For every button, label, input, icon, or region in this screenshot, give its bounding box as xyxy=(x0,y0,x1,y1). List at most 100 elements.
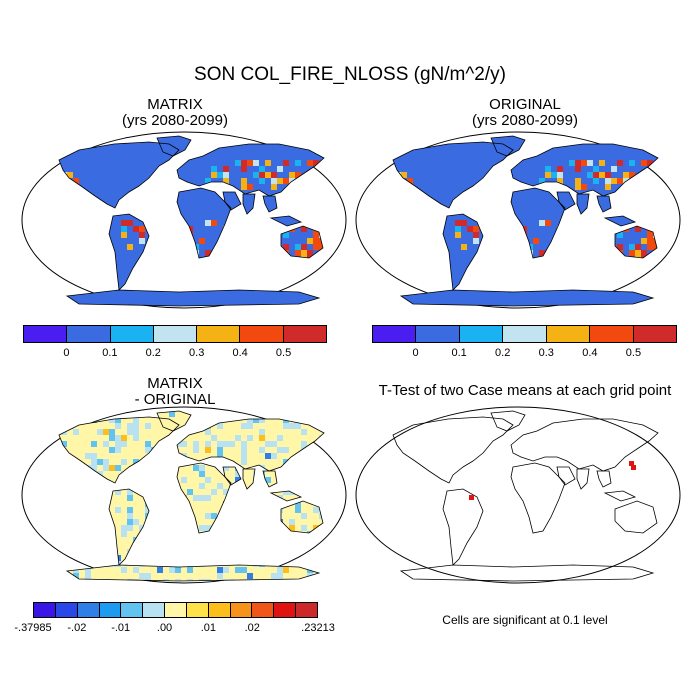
grid-cell xyxy=(19,561,25,567)
grid-cell xyxy=(211,172,217,178)
grid-cell xyxy=(277,447,283,453)
colorbar-difference-tick-label: .00 xyxy=(156,622,173,634)
grid-cell xyxy=(259,178,265,184)
coastline-northAmerica xyxy=(392,141,514,209)
grid-cell xyxy=(241,447,247,453)
grid-cell xyxy=(235,477,241,483)
coastline-seAsia xyxy=(262,195,278,213)
grid-cell xyxy=(247,160,253,166)
grid-cell xyxy=(241,166,247,172)
grid-cell xyxy=(121,459,127,465)
coastline-australia xyxy=(280,225,324,259)
grid-cell xyxy=(253,160,259,166)
grid-cell xyxy=(283,567,289,573)
grid-cell xyxy=(551,172,557,178)
coastline-southAmerica xyxy=(108,488,150,566)
grid-cell xyxy=(73,405,79,411)
colorbar-difference-tick-label: .01 xyxy=(200,622,217,634)
grid-cell xyxy=(121,531,127,537)
grid-cell xyxy=(73,417,79,423)
grid-cell xyxy=(217,567,223,573)
grid-cell xyxy=(265,405,271,411)
grid-cell xyxy=(61,441,67,447)
grid-cell xyxy=(43,567,49,573)
grid-cell xyxy=(313,417,319,423)
coastline-antarctica xyxy=(65,564,321,582)
significant-cell xyxy=(469,495,474,500)
colorbar-difference-swatch xyxy=(230,603,253,617)
grid-cell xyxy=(283,244,289,250)
grid-cell xyxy=(635,250,641,256)
grid-cell xyxy=(127,519,133,525)
grid-cell xyxy=(193,495,199,501)
grid-cell xyxy=(217,441,223,447)
grid-cell xyxy=(25,561,31,567)
colorbar-matrix-tick-label: 0.3 xyxy=(189,347,205,359)
colorbar-original-tick-label: 0.4 xyxy=(582,347,598,359)
grid-cell xyxy=(121,226,127,232)
significant-cell xyxy=(631,465,636,470)
grid-cell xyxy=(103,459,109,465)
grid-cell xyxy=(127,489,133,495)
grid-cell xyxy=(241,423,247,429)
grid-cell xyxy=(97,459,103,465)
grid-cell xyxy=(31,429,37,435)
coastline-africa xyxy=(176,462,232,534)
grid-cell xyxy=(617,244,623,250)
colorbar-matrix-swatch xyxy=(153,326,198,342)
colorbar-matrix xyxy=(23,325,327,343)
coastline-india xyxy=(242,193,256,215)
coastline-greenland xyxy=(156,135,192,157)
grid-cell xyxy=(91,441,97,447)
grid-cell xyxy=(587,172,593,178)
grid-cell xyxy=(319,543,324,549)
grid-cell xyxy=(593,172,599,178)
grid-cell xyxy=(217,447,223,453)
grid-cell xyxy=(461,244,467,250)
grid-cell xyxy=(43,411,49,417)
panel-title-original-line1: ORIGINAL xyxy=(489,96,561,113)
grid-cell xyxy=(319,423,324,429)
grid-cell xyxy=(473,226,479,232)
grid-cell xyxy=(187,567,193,573)
grid-cell xyxy=(307,160,313,166)
grid-cell xyxy=(127,244,133,250)
grid-cell xyxy=(277,178,283,184)
grid-cell xyxy=(325,423,331,429)
grid-cell xyxy=(223,441,229,447)
grid-cell xyxy=(217,483,223,489)
grid-cell xyxy=(653,244,658,250)
grid-cell xyxy=(133,459,139,465)
grid-cell xyxy=(145,423,151,429)
grid-cell xyxy=(301,525,307,531)
grid-cell xyxy=(235,435,241,441)
coastline-india xyxy=(576,193,590,215)
grid-cell xyxy=(115,489,121,495)
grid-cell xyxy=(307,555,313,561)
grid-cell xyxy=(599,160,605,166)
grid-cell xyxy=(331,417,337,423)
grid-cell xyxy=(59,579,61,581)
grid-cell xyxy=(79,405,85,411)
grid-cell xyxy=(199,525,205,531)
grid-cell xyxy=(73,573,79,579)
coastline-eurasia xyxy=(176,143,325,197)
grid-cell xyxy=(61,405,67,411)
grid-cell xyxy=(277,567,283,573)
grid-cell xyxy=(337,561,343,567)
grid-cell xyxy=(247,423,253,429)
grid-cell xyxy=(641,160,647,166)
grid-cell xyxy=(187,579,193,581)
grid-cell xyxy=(19,471,25,477)
grid-cell xyxy=(217,453,223,459)
coastline-africa xyxy=(176,187,232,259)
colorbar-difference-tick-label: .23213 xyxy=(301,622,335,634)
grid-cell xyxy=(97,429,103,435)
grid-cell xyxy=(115,423,121,429)
grid-cell xyxy=(617,178,623,184)
grid-cell xyxy=(271,573,277,579)
grid-cell xyxy=(241,184,247,190)
grid-cell xyxy=(467,226,473,232)
colorbar-difference-swatch xyxy=(296,603,317,617)
grid-cell xyxy=(121,435,127,441)
